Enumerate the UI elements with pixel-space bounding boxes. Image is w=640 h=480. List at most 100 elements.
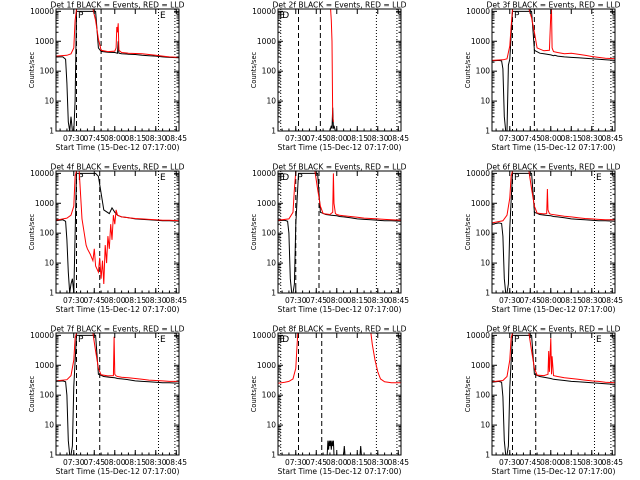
x-tick-label: 07:30	[499, 458, 521, 467]
x-tick-label: 08:15	[560, 458, 582, 467]
event-marker-label: D	[282, 11, 289, 21]
y-axis-label: Counts/sec	[250, 375, 258, 412]
y-tick-label: 1	[271, 451, 276, 460]
x-tick-label: 08:30	[581, 134, 603, 143]
events-series-line	[326, 440, 362, 455]
event-marker-label: E	[160, 11, 166, 21]
y-tick-label: 10	[480, 259, 490, 268]
event-marker-label: D	[282, 173, 289, 183]
y-tick-label: 1000	[257, 361, 276, 370]
x-tick-label: 07:30	[285, 458, 307, 467]
y-tick-label: 10000	[30, 169, 54, 178]
y-tick-label: 10000	[252, 169, 276, 178]
x-tick-label: 08:45	[165, 458, 187, 467]
x-tick-label: 08:15	[560, 134, 582, 143]
event-marker-label: E	[280, 11, 286, 21]
chart-title: Det 9f BLACK = Events, RED = LLD	[487, 325, 621, 334]
x-axis-label: Start Time (15-Dec-12 07:17:00)	[278, 143, 402, 152]
plot-frame	[55, 332, 180, 456]
x-tick-label: 08:00	[104, 458, 126, 467]
event-marker-label: D	[282, 335, 289, 345]
x-tick-label: 08:30	[145, 458, 167, 467]
event-marker-label: E	[160, 335, 166, 345]
x-tick-label: 08:00	[540, 458, 562, 467]
events-series-line	[278, 172, 401, 293]
chart-title: Det 2f BLACK = Events, RED = LLD	[273, 1, 407, 10]
lld-series-line	[56, 171, 179, 285]
lld-series-line	[278, 171, 401, 221]
event-marker-label: P	[78, 11, 84, 21]
x-tick-label: 08:30	[145, 134, 167, 143]
x-tick-label: 07:45	[305, 134, 327, 143]
plot-frame	[491, 332, 616, 456]
x-tick-label: 07:30	[63, 296, 85, 305]
x-tick-label: 08:30	[367, 458, 389, 467]
y-tick-label: 100	[262, 67, 277, 76]
y-tick-label: 1	[485, 451, 490, 460]
x-tick-label: 08:30	[581, 458, 603, 467]
lld-series-line	[329, 9, 334, 123]
y-tick-label: 100	[476, 391, 491, 400]
y-tick-label: 10000	[252, 331, 276, 340]
x-axis-label: Start Time (15-Dec-12 07:17:00)	[56, 143, 180, 152]
y-tick-label: 1	[271, 127, 276, 136]
y-axis-label: Counts/sec	[464, 213, 472, 250]
x-tick-label: 08:15	[346, 296, 368, 305]
x-tick-label: 08:45	[387, 458, 409, 467]
event-marker-label: P	[514, 11, 520, 21]
plot-frame	[277, 8, 402, 132]
x-tick-label: 08:45	[601, 458, 623, 467]
lld-series-line	[56, 333, 179, 382]
y-tick-label: 1000	[35, 199, 54, 208]
y-tick-label: 10000	[466, 7, 490, 16]
x-tick-label: 08:00	[104, 134, 126, 143]
y-tick-label: 10000	[466, 169, 490, 178]
y-tick-label: 100	[40, 391, 55, 400]
y-tick-label: 10	[266, 97, 276, 106]
plot-frame	[491, 170, 616, 294]
y-tick-label: 10	[266, 259, 276, 268]
chart-title: Det 6f BLACK = Events, RED = LLD	[487, 163, 621, 172]
x-tick-label: 07:30	[285, 296, 307, 305]
x-axis-label: Start Time (15-Dec-12 07:17:00)	[56, 467, 180, 476]
x-tick-label: 07:45	[519, 296, 541, 305]
y-tick-label: 10	[44, 97, 54, 106]
events-series-line	[492, 10, 615, 131]
x-tick-label: 08:45	[165, 134, 187, 143]
y-tick-label: 10	[266, 421, 276, 430]
y-tick-label: 100	[476, 67, 491, 76]
y-axis-label: Counts/sec	[28, 213, 36, 250]
y-axis-label: Counts/sec	[464, 375, 472, 412]
lld-series-line	[56, 9, 179, 58]
x-tick-label: 07:30	[63, 458, 85, 467]
chart-title: Det 8f BLACK = Events, RED = LLD	[273, 325, 407, 334]
y-tick-label: 1	[49, 451, 54, 460]
x-tick-label: 08:45	[387, 296, 409, 305]
y-tick-label: 100	[476, 229, 491, 238]
y-tick-label: 1	[49, 127, 54, 136]
y-tick-label: 100	[40, 229, 55, 238]
plot-frame	[277, 332, 402, 456]
events-series-line	[56, 334, 179, 455]
lld-series-line	[278, 333, 401, 384]
y-tick-label: 1000	[471, 37, 490, 46]
y-axis-label: Counts/sec	[28, 51, 36, 88]
x-tick-label: 08:30	[367, 296, 389, 305]
x-tick-label: 08:45	[601, 296, 623, 305]
plot-frame	[277, 170, 402, 294]
x-tick-label: 08:00	[104, 296, 126, 305]
y-tick-label: 1	[49, 289, 54, 298]
x-tick-label: 08:15	[124, 296, 146, 305]
plot-frame	[55, 170, 180, 294]
plot-frame	[491, 8, 616, 132]
y-tick-label: 1000	[35, 37, 54, 46]
x-axis-label: Start Time (15-Dec-12 07:17:00)	[56, 305, 180, 314]
x-tick-label: 07:45	[83, 296, 105, 305]
chart-title: Det 4f BLACK = Events, RED = LLD	[51, 163, 185, 172]
chart-title: Det 7f BLACK = Events, RED = LLD	[51, 325, 185, 334]
y-tick-label: 1	[485, 289, 490, 298]
